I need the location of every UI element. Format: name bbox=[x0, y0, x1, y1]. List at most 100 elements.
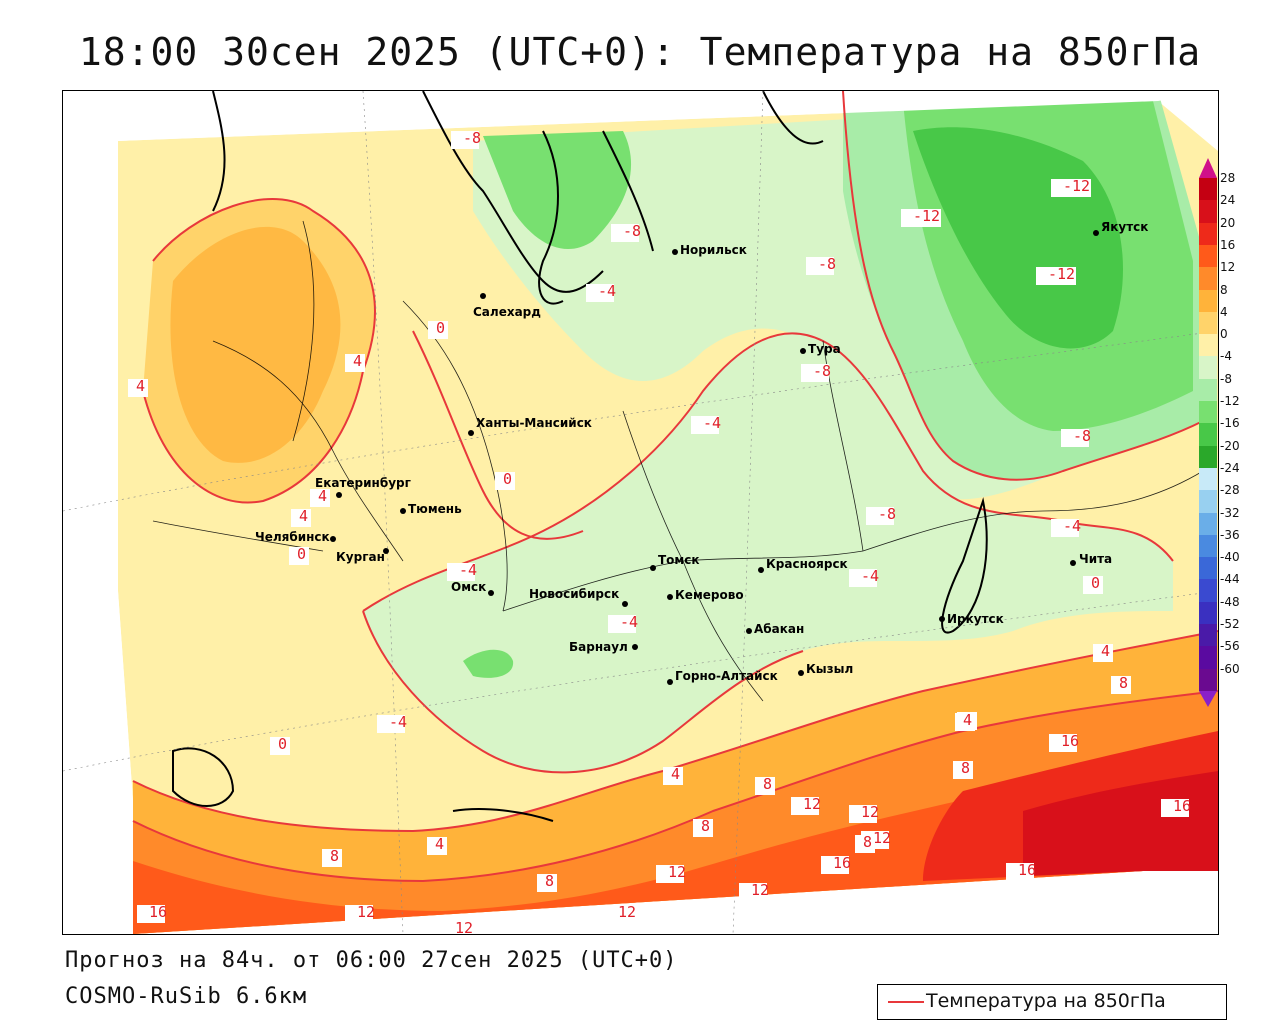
colorbar-segment bbox=[1199, 467, 1217, 491]
colorbar-tick-label: -52 bbox=[1220, 617, 1240, 631]
isoline-label: 8 bbox=[961, 759, 970, 777]
colorbar-tick-label: 28 bbox=[1220, 171, 1236, 185]
isoline-label: 16 bbox=[1018, 861, 1036, 879]
colorbar-segment bbox=[1199, 244, 1217, 268]
colorbar-tick-label: -4 bbox=[1220, 349, 1232, 364]
colorbar-tick-label: 4 bbox=[1220, 304, 1228, 319]
forecast-info: Прогноз на 84ч. от 06:00 27сен 2025 (UTC… bbox=[65, 948, 678, 973]
isoline-label: -4 bbox=[459, 561, 477, 579]
svg-text:Горно-Алтайск: Горно-Алтайск bbox=[675, 669, 778, 683]
isoline-label: 4 bbox=[671, 765, 680, 783]
svg-text:Ханты-Мансийск: Ханты-Мансийск bbox=[476, 416, 592, 430]
colorbar-segment bbox=[1199, 490, 1217, 513]
colorbar-tick-label: -8 bbox=[1220, 371, 1232, 386]
city-gorno-altaysk: Горно-Алтайск bbox=[667, 669, 778, 685]
colorbar-segment bbox=[1199, 378, 1217, 402]
isoline-label: -8 bbox=[818, 255, 836, 273]
colorbar-segment bbox=[1199, 178, 1217, 201]
colorbar-segment bbox=[1199, 289, 1217, 313]
city-krasnoyarsk: Красноярск bbox=[758, 557, 848, 573]
svg-text:Красноярск: Красноярск bbox=[766, 557, 848, 571]
isoline-label: 8 bbox=[330, 847, 339, 865]
colorbar-tick-label: -32 bbox=[1220, 505, 1240, 520]
isoline-label: 4 bbox=[299, 507, 308, 525]
colorbar-segment bbox=[1199, 445, 1217, 469]
city-novosibirsk: Новосибирск bbox=[529, 587, 628, 607]
isoline-label: 4 bbox=[136, 377, 145, 395]
isoline-label: 8 bbox=[763, 775, 772, 793]
city-kurgan: Курган bbox=[336, 548, 389, 564]
colorbar-tick-label: -48 bbox=[1220, 594, 1240, 609]
isoline-label: -8 bbox=[463, 129, 481, 147]
isoline-label: 0 bbox=[1091, 574, 1100, 592]
colorbar-segment bbox=[1199, 423, 1217, 447]
isoline-label: -8 bbox=[813, 362, 831, 380]
isoline-label: -4 bbox=[598, 282, 616, 300]
isoline-label: 12 bbox=[803, 795, 821, 813]
legend-label: Температура на 850гПа bbox=[926, 990, 1166, 1012]
colorbar-tick-label: 0 bbox=[1220, 327, 1228, 342]
colorbar-tick-label: -20 bbox=[1220, 438, 1240, 453]
colorbar-segment bbox=[1199, 512, 1217, 536]
colorbar-segment bbox=[1199, 579, 1217, 603]
colorbar-tick-label: 16 bbox=[1220, 237, 1236, 252]
svg-text:Якутск: Якутск bbox=[1101, 220, 1148, 234]
isoline-label: 12 bbox=[618, 903, 636, 921]
isoline-label: 12 bbox=[751, 881, 769, 899]
svg-text:Екатеринбург: Екатеринбург bbox=[315, 476, 411, 490]
isoline-label: 0 bbox=[278, 735, 287, 753]
isoline-label: -12 bbox=[913, 207, 940, 225]
colorbar-top-arrow bbox=[1199, 158, 1217, 178]
colorbar-bottom-arrow bbox=[1199, 690, 1217, 707]
isoline-label: -4 bbox=[620, 613, 638, 631]
isoline-label: -8 bbox=[878, 505, 896, 523]
isoline-label: 4 bbox=[353, 352, 362, 370]
isoline-label: 4 bbox=[1101, 642, 1110, 660]
page-title: 18:00 30сен 2025 (UTC+0): Температура на… bbox=[78, 30, 1202, 74]
city-tyumen: Тюмень bbox=[400, 502, 462, 516]
colorbar-segment bbox=[1199, 668, 1217, 692]
isoline-label: 0 bbox=[297, 545, 306, 563]
svg-text:Новосибирск: Новосибирск bbox=[529, 587, 619, 601]
colorbar-segment bbox=[1199, 222, 1217, 246]
svg-text:Абакан: Абакан bbox=[754, 622, 804, 636]
forecast-map: -8 -8 -12 -12 -12 -8 -4 -8 -8 -4 -8 -4 -… bbox=[62, 90, 1219, 935]
colorbar-tick-label: -28 bbox=[1220, 483, 1240, 498]
isoline-label: -8 bbox=[1073, 427, 1091, 445]
city-norilsk: Норильск bbox=[672, 243, 747, 257]
colorbar-segment bbox=[1199, 601, 1217, 625]
colorbar-tick-label: 8 bbox=[1220, 282, 1228, 297]
svg-text:Кызыл: Кызыл bbox=[806, 662, 853, 676]
isoline-label: -4 bbox=[861, 567, 879, 585]
svg-text:Барнаул: Барнаул bbox=[569, 640, 628, 654]
isoline-label: 8 bbox=[701, 817, 710, 835]
svg-text:Омск: Омск bbox=[451, 580, 486, 594]
colorbar-segment bbox=[1199, 557, 1217, 580]
legend: Температура на 850гПа bbox=[877, 984, 1227, 1020]
isoline-label: -4 bbox=[703, 414, 721, 432]
isoline-label: 12 bbox=[455, 919, 473, 934]
isoline-label: 8 bbox=[863, 833, 872, 851]
city-khanty-mansiysk: Ханты-Мансийск bbox=[468, 416, 592, 436]
city-omsk: Омск bbox=[451, 580, 494, 596]
city-kyzyl: Кызыл bbox=[798, 662, 853, 676]
isoline-label: 8 bbox=[545, 872, 554, 890]
temperature-fill bbox=[118, 91, 1218, 934]
city-kemerovo: Кемерово bbox=[667, 588, 744, 602]
isoline-label: -4 bbox=[389, 713, 407, 731]
isoline-label: 0 bbox=[436, 319, 445, 337]
isoline-label: -8 bbox=[623, 222, 641, 240]
colorbar-segment bbox=[1199, 401, 1217, 424]
svg-text:Тура: Тура bbox=[808, 342, 841, 356]
colorbar-tick-label: 24 bbox=[1220, 193, 1236, 208]
colorbar-segment bbox=[1199, 534, 1217, 558]
city-markers: Норильск Якутск Салехард Тура Ханты-Манс… bbox=[255, 220, 1148, 685]
isoline-label: 4 bbox=[963, 711, 972, 729]
colorbar-tick-label: -16 bbox=[1220, 416, 1240, 431]
city-tura: Тура bbox=[800, 342, 841, 356]
city-salekhard: Салехард bbox=[473, 293, 541, 319]
isoline-label: -12 bbox=[1063, 177, 1090, 195]
isoline-label: 16 bbox=[833, 854, 851, 872]
svg-text:Чита: Чита bbox=[1079, 552, 1112, 566]
isoline-label: 16 bbox=[1173, 797, 1191, 815]
